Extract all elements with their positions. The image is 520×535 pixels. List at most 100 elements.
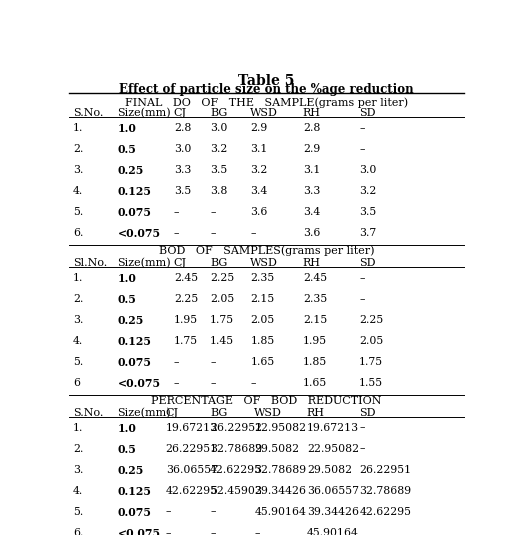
Text: SD: SD: [359, 408, 375, 418]
Text: 45.90164: 45.90164: [307, 528, 359, 535]
Text: 2.05: 2.05: [359, 335, 383, 346]
Text: 19.67213: 19.67213: [166, 423, 218, 433]
Text: 36.06557: 36.06557: [307, 486, 359, 495]
Text: 42.62295: 42.62295: [166, 486, 218, 495]
Text: 1.65: 1.65: [303, 378, 327, 388]
Text: 3.6: 3.6: [303, 228, 320, 238]
Text: 3.: 3.: [73, 464, 83, 475]
Text: –: –: [359, 423, 365, 433]
Text: Size(mm): Size(mm): [118, 108, 171, 119]
Text: <0.075: <0.075: [118, 378, 161, 389]
Text: –: –: [210, 357, 216, 366]
Text: 26.22951: 26.22951: [166, 444, 218, 454]
Text: RH: RH: [307, 408, 325, 418]
Text: –: –: [251, 378, 256, 388]
Text: 2.8: 2.8: [174, 123, 191, 133]
Text: 0.125: 0.125: [118, 186, 151, 197]
Text: –: –: [359, 273, 365, 282]
Text: 0.5: 0.5: [118, 444, 136, 455]
Text: CJ: CJ: [174, 258, 187, 268]
Text: –: –: [174, 357, 179, 366]
Text: 1.: 1.: [73, 273, 83, 282]
Text: –: –: [251, 228, 256, 238]
Text: WSD: WSD: [254, 408, 282, 418]
Text: 1.75: 1.75: [210, 315, 234, 325]
Text: 3.1: 3.1: [251, 144, 268, 154]
Text: –: –: [166, 507, 171, 517]
Text: BOD   OF   SAMPLES(grams per liter): BOD OF SAMPLES(grams per liter): [159, 246, 374, 256]
Text: –: –: [174, 378, 179, 388]
Text: 1.85: 1.85: [303, 357, 327, 366]
Text: 2.05: 2.05: [210, 294, 235, 304]
Text: 3.7: 3.7: [359, 228, 376, 238]
Text: 1.0: 1.0: [118, 273, 136, 284]
Text: 3.8: 3.8: [210, 186, 227, 196]
Text: 2.9: 2.9: [303, 144, 320, 154]
Text: 3.0: 3.0: [174, 144, 191, 154]
Text: Size(mm): Size(mm): [118, 408, 171, 418]
Text: 0.25: 0.25: [118, 315, 144, 326]
Text: 1.: 1.: [73, 123, 83, 133]
Text: Size(mm): Size(mm): [118, 258, 171, 269]
Text: 29.5082: 29.5082: [307, 464, 352, 475]
Text: 2.35: 2.35: [303, 294, 327, 304]
Text: 1.0: 1.0: [118, 123, 136, 134]
Text: 39.34426: 39.34426: [254, 486, 306, 495]
Text: 1.95: 1.95: [174, 315, 198, 325]
Text: 32.78689: 32.78689: [359, 486, 411, 495]
Text: FINAL   DO   OF   THE   SAMPLE(grams per liter): FINAL DO OF THE SAMPLE(grams per liter): [125, 97, 408, 108]
Text: 0.075: 0.075: [118, 357, 151, 368]
Text: 3.5: 3.5: [210, 165, 227, 175]
Text: WSD: WSD: [251, 108, 278, 118]
Text: 5.: 5.: [73, 207, 83, 217]
Text: 32.78689: 32.78689: [254, 464, 306, 475]
Text: WSD: WSD: [251, 258, 278, 268]
Text: 2.45: 2.45: [303, 273, 327, 282]
Text: 3.2: 3.2: [251, 165, 268, 175]
Text: 42.62295: 42.62295: [359, 507, 411, 517]
Text: 1.75: 1.75: [174, 335, 198, 346]
Text: –: –: [254, 528, 260, 535]
Text: 4.: 4.: [73, 186, 83, 196]
Text: BG: BG: [210, 258, 227, 268]
Text: S.No.: S.No.: [73, 408, 103, 418]
Text: 3.: 3.: [73, 315, 83, 325]
Text: 36.06557: 36.06557: [166, 464, 218, 475]
Text: Table 5: Table 5: [238, 74, 295, 88]
Text: 3.2: 3.2: [359, 186, 376, 196]
Text: S.No.: S.No.: [73, 108, 103, 118]
Text: 6: 6: [73, 378, 80, 388]
Text: 3.3: 3.3: [174, 165, 191, 175]
Text: –: –: [210, 528, 216, 535]
Text: –: –: [166, 528, 171, 535]
Text: 1.95: 1.95: [303, 335, 327, 346]
Text: 2.: 2.: [73, 144, 83, 154]
Text: 1.75: 1.75: [359, 357, 383, 366]
Text: 26.22951: 26.22951: [210, 423, 262, 433]
Text: 22.95082: 22.95082: [254, 423, 306, 433]
Text: 3.3: 3.3: [303, 186, 320, 196]
Text: 1.85: 1.85: [251, 335, 275, 346]
Text: 0.25: 0.25: [118, 165, 144, 175]
Text: 2.05: 2.05: [251, 315, 275, 325]
Text: –: –: [210, 507, 216, 517]
Text: PERCENTAGE   OF   BOD   REDUCTION: PERCENTAGE OF BOD REDUCTION: [151, 396, 382, 406]
Text: –: –: [210, 207, 216, 217]
Text: 1.55: 1.55: [359, 378, 383, 388]
Text: 45.90164: 45.90164: [254, 507, 306, 517]
Text: 6.: 6.: [73, 228, 83, 238]
Text: –: –: [359, 123, 365, 133]
Text: 5.: 5.: [73, 507, 83, 517]
Text: 3.2: 3.2: [210, 144, 227, 154]
Text: 3.5: 3.5: [359, 207, 376, 217]
Text: 2.45: 2.45: [174, 273, 198, 282]
Text: 0.5: 0.5: [118, 144, 136, 155]
Text: 2.35: 2.35: [251, 273, 275, 282]
Text: 2.25: 2.25: [174, 294, 198, 304]
Text: 0.5: 0.5: [118, 294, 136, 304]
Text: –: –: [210, 228, 216, 238]
Text: 42.62295: 42.62295: [210, 464, 262, 475]
Text: –: –: [359, 294, 365, 304]
Text: 1.: 1.: [73, 423, 83, 433]
Text: <0.075: <0.075: [118, 528, 161, 535]
